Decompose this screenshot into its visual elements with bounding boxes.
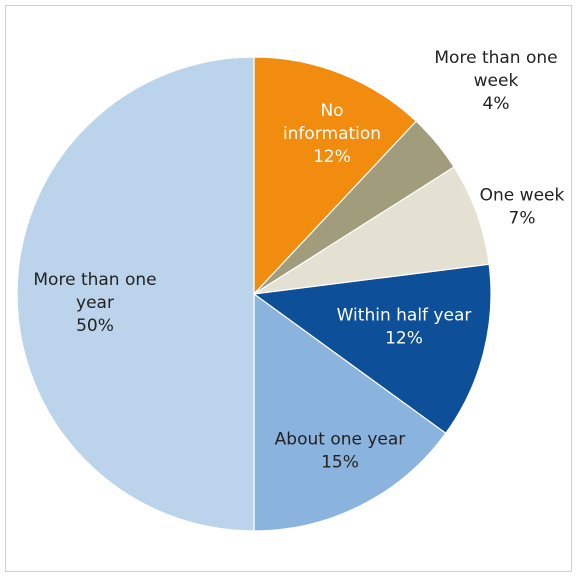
slice-label: No information 12% xyxy=(283,101,381,167)
slice-value-label: 15% xyxy=(321,452,359,472)
slice-name-label: Within half year xyxy=(337,305,472,325)
slice-value-label: 4% xyxy=(483,94,510,114)
pie-slices xyxy=(16,56,492,532)
pie-slice xyxy=(253,292,447,532)
slice-value-label: 7% xyxy=(509,208,536,228)
pie-slice xyxy=(16,56,255,532)
slice-label: More than one week 4% xyxy=(434,48,557,114)
slice-name-label: More than one xyxy=(33,270,156,290)
slice-value-label: 12% xyxy=(313,147,351,167)
slice-value-label: 12% xyxy=(385,328,423,348)
slice-name-label: No xyxy=(320,101,343,121)
slice-label: More than one year 50% xyxy=(33,270,156,336)
slice-name-label: information xyxy=(283,124,381,144)
slice-name-label: year xyxy=(76,293,114,313)
slice-name-label: One week xyxy=(480,185,565,205)
pie-slice xyxy=(253,56,418,296)
slice-label: One week 7% xyxy=(480,185,565,228)
slice-name-label: week xyxy=(474,71,519,91)
slice-name-label: About one year xyxy=(275,429,406,449)
slice-name-label: More than one xyxy=(434,48,557,68)
pie-slice xyxy=(252,263,492,435)
slice-value-label: 50% xyxy=(76,316,114,336)
slice-label: About one year 15% xyxy=(275,429,406,472)
pie-slice xyxy=(253,166,490,295)
pie-labels: No information 12% More than one week 4% One w… xyxy=(33,48,564,473)
slice-label: Within half year 12% xyxy=(337,305,472,348)
